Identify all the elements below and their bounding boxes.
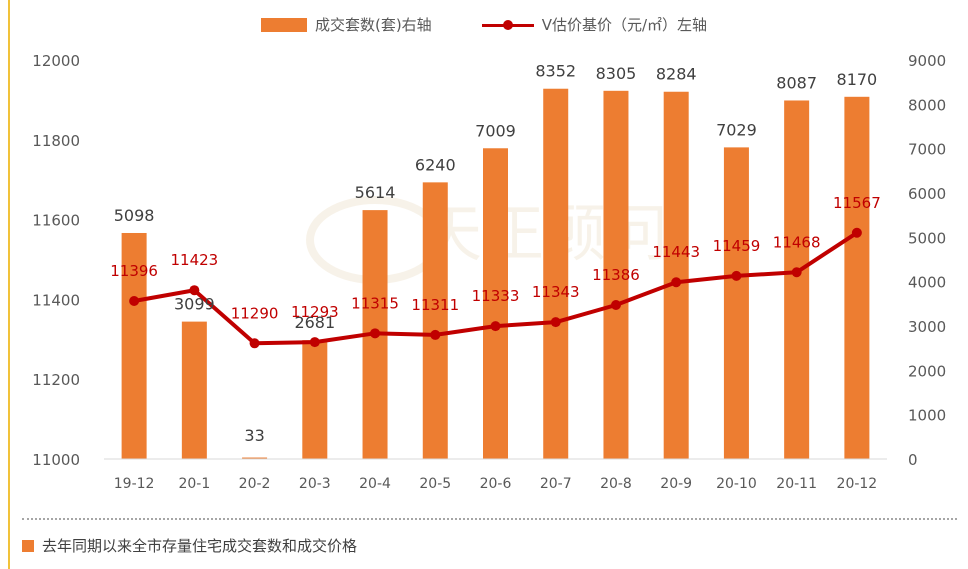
bar-20-11 xyxy=(784,100,810,460)
line-point-20-5 xyxy=(430,329,441,340)
left-tick-label: 11800 xyxy=(32,132,80,150)
bar-value-label: 33 xyxy=(244,426,264,445)
bar-20-10 xyxy=(723,147,749,460)
category-label: 20-6 xyxy=(480,476,512,492)
bar-value-label: 6240 xyxy=(415,155,456,174)
legend-bar-swatch xyxy=(260,17,307,32)
line-value-label: 11290 xyxy=(231,304,279,322)
line-point-20-7 xyxy=(550,317,561,328)
line-point-20-8 xyxy=(610,299,621,310)
category-label: 20-1 xyxy=(178,476,210,492)
left-tick-label: 11200 xyxy=(32,371,80,389)
line-point-20-1 xyxy=(189,285,200,296)
category-label: 20-5 xyxy=(419,476,451,492)
figure-caption: 去年同期以来全市存量住宅成交套数和成交价格 xyxy=(22,535,357,556)
line-point-20-9 xyxy=(671,277,682,288)
right-tick-label: 2000 xyxy=(908,362,946,380)
right-tick-label: 7000 xyxy=(908,141,946,159)
chart-legend: 成交套数(套)右轴 V估价基价（元/㎡）左轴 xyxy=(0,14,968,35)
line-point-20-6 xyxy=(490,321,501,332)
left-tick-label: 12000 xyxy=(32,52,80,70)
category-label: 20-10 xyxy=(716,476,757,492)
line-value-label: 11459 xyxy=(713,237,761,255)
category-label: 20-8 xyxy=(600,476,632,492)
bar-series-group xyxy=(121,88,870,460)
category-axis-labels: 19-12 20-1 20-2 20-3 20-4 20-5 20-6 20-7 20-8 20-… xyxy=(114,476,877,492)
line-series-group: 5098 3099 33 2681 5614 6240 7009 8352 8305 8284 70… xyxy=(110,62,880,445)
right-tick-label: 0 xyxy=(908,451,918,469)
line-point-20-12 xyxy=(851,227,862,238)
legend-item-bar: 成交套数(套)右轴 xyxy=(260,14,432,35)
category-label: 20-7 xyxy=(540,476,572,492)
bar-value-label: 7029 xyxy=(716,120,757,139)
caption-separator xyxy=(22,518,957,520)
right-tick-label: 4000 xyxy=(908,274,946,292)
legend-bar-label: 成交套数(套)右轴 xyxy=(314,16,432,34)
line-value-label: 11386 xyxy=(592,266,640,284)
bar-20-9 xyxy=(663,91,689,459)
line-point-19-12 xyxy=(129,295,140,306)
left-axis-ticks: 11000 11200 11400 11600 11800 12000 xyxy=(32,52,80,469)
line-value-label: 11343 xyxy=(532,283,580,301)
right-tick-label: 5000 xyxy=(908,229,946,247)
bar-value-label: 8170 xyxy=(837,70,878,89)
bar-value-label: 5098 xyxy=(114,206,155,225)
bar-value-label: 8284 xyxy=(656,65,697,84)
bar-value-label: 8352 xyxy=(535,62,576,81)
bar-value-label: 8305 xyxy=(596,64,637,83)
bar-20-6 xyxy=(483,148,508,459)
line-value-label: 11423 xyxy=(170,251,218,269)
left-tick-label: 11600 xyxy=(32,212,80,230)
right-tick-label: 1000 xyxy=(908,407,946,425)
line-value-label: 11315 xyxy=(351,294,399,312)
bar-value-label: 8087 xyxy=(776,73,817,92)
line-point-20-11 xyxy=(791,267,802,278)
left-accent-rule xyxy=(8,0,10,569)
right-tick-label: 9000 xyxy=(908,52,946,70)
category-label: 20-9 xyxy=(660,476,692,492)
bar-20-2 xyxy=(242,457,268,459)
line-point-20-3 xyxy=(309,337,320,348)
category-label: 19-12 xyxy=(114,476,155,492)
right-tick-label: 6000 xyxy=(908,185,946,203)
bar-19-12 xyxy=(121,232,147,459)
bar-value-label: 7009 xyxy=(475,121,516,140)
line-point-20-4 xyxy=(370,328,381,339)
line-value-label: 11567 xyxy=(833,194,881,212)
left-tick-label: 11000 xyxy=(32,451,80,469)
category-label: 20-4 xyxy=(359,476,391,492)
line-point-20-2 xyxy=(249,338,260,349)
bar-20-7 xyxy=(543,88,569,459)
right-tick-label: 8000 xyxy=(908,96,946,114)
line-value-label: 11333 xyxy=(472,287,520,305)
category-label: 20-11 xyxy=(776,476,817,492)
legend-line-label: V估价基价（元/㎡）左轴 xyxy=(541,16,708,34)
right-tick-label: 3000 xyxy=(908,318,946,336)
bar-20-12 xyxy=(844,96,870,460)
line-value-label: 11293 xyxy=(291,303,339,321)
line-value-label: 11396 xyxy=(110,262,158,280)
bar-value-label: 2681 xyxy=(294,313,335,332)
category-label: 20-3 xyxy=(299,476,331,492)
bar-value-label: 3099 xyxy=(174,295,215,314)
bar-20-5 xyxy=(422,182,448,460)
legend-item-line: V估价基价（元/㎡）左轴 xyxy=(481,14,708,35)
caption-bullet-icon xyxy=(22,539,34,552)
line-value-label: 11468 xyxy=(773,233,821,251)
bar-value-label: 5614 xyxy=(355,183,396,202)
category-label: 20-12 xyxy=(837,476,878,492)
bar-20-3 xyxy=(302,340,328,459)
line-value-label: 11443 xyxy=(652,243,700,261)
category-label: 20-2 xyxy=(239,476,271,492)
line-point-20-10 xyxy=(731,270,742,281)
bar-20-8 xyxy=(603,90,629,459)
bar-20-1 xyxy=(181,321,207,459)
caption-text: 去年同期以来全市存量住宅成交套数和成交价格 xyxy=(42,537,358,555)
legend-line-swatch xyxy=(481,18,534,32)
left-tick-label: 11400 xyxy=(32,291,80,309)
line-value-label: 11311 xyxy=(411,296,459,314)
right-axis-ticks: 0 1000 2000 3000 4000 5000 6000 7000 8000 9000 xyxy=(908,52,946,469)
